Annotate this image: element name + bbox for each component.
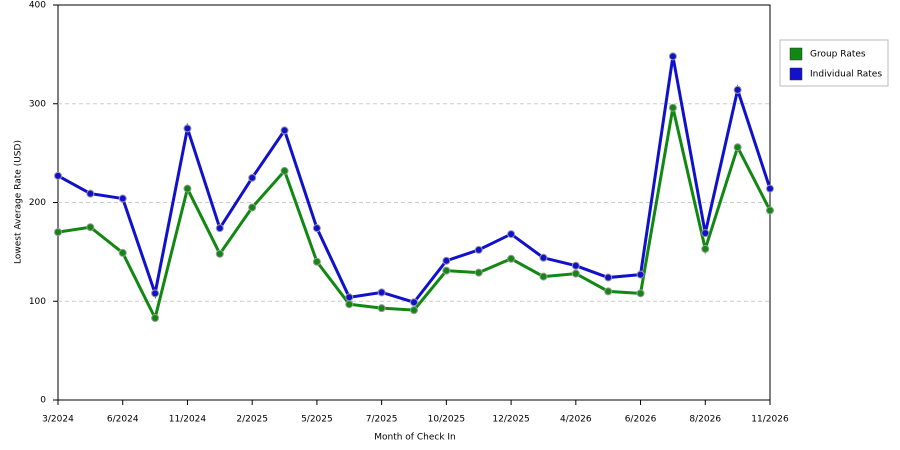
x-axis-label: Month of Check In (374, 433, 456, 443)
data-point (733, 85, 742, 94)
data-point (571, 261, 580, 270)
data-point (668, 103, 677, 112)
data-point (118, 194, 127, 203)
data-point (183, 184, 192, 193)
data-point (312, 257, 321, 266)
data-point (766, 206, 774, 215)
data-point (151, 289, 160, 298)
data-point (442, 256, 451, 265)
data-point (507, 254, 516, 263)
data-point (410, 306, 418, 315)
x-tick-label: 6/2026 (625, 415, 657, 425)
data-point (604, 273, 613, 282)
data-point (442, 266, 451, 275)
data-point (571, 269, 580, 278)
y-tick-label: 300 (29, 99, 46, 109)
legend-swatch (789, 67, 803, 81)
y-axis-label: Lowest Average Rate (USD) (14, 140, 24, 264)
data-point (377, 304, 386, 313)
x-tick-label: 2/2025 (236, 415, 268, 425)
data-point (377, 288, 386, 297)
x-tick-label: 5/2025 (301, 415, 333, 425)
legend-label: Individual Rates (810, 70, 882, 80)
legend-swatch (789, 47, 803, 61)
x-tick-label: 7/2025 (366, 415, 398, 425)
data-point (539, 253, 548, 262)
y-tick-label: 0 (40, 396, 46, 406)
x-tick-label: 6/2024 (107, 415, 139, 425)
data-point (636, 289, 645, 298)
data-point (766, 184, 774, 193)
data-point (701, 229, 710, 238)
x-tick-label: 12/2025 (492, 415, 529, 425)
y-tick-label: 400 (29, 1, 46, 11)
data-point (215, 224, 224, 233)
data-point (280, 166, 289, 175)
x-tick-label: 10/2025 (428, 415, 465, 425)
data-point (507, 230, 516, 239)
data-point (312, 224, 321, 233)
data-point (248, 173, 257, 182)
data-point (733, 143, 742, 152)
data-point (345, 293, 354, 302)
data-point (183, 124, 192, 133)
data-point (474, 245, 483, 254)
x-tick-label: 4/2026 (560, 415, 592, 425)
x-tick-label: 3/2024 (42, 415, 74, 425)
data-point (54, 228, 62, 237)
data-point (151, 314, 160, 323)
data-point (345, 300, 354, 309)
data-point (604, 287, 613, 296)
data-point (215, 249, 224, 258)
y-tick-label: 200 (29, 198, 46, 208)
data-point (86, 189, 95, 198)
data-point (539, 272, 548, 281)
data-point (410, 298, 418, 307)
x-tick-label: 8/2026 (689, 415, 721, 425)
y-tick-label: 100 (29, 297, 46, 307)
data-point (474, 268, 483, 277)
data-point (636, 270, 645, 279)
data-point (280, 126, 289, 135)
x-tick-label: 11/2026 (751, 415, 789, 425)
data-point (54, 171, 62, 180)
data-point (248, 203, 257, 212)
data-point (701, 244, 710, 253)
legend-label: Group Rates (810, 50, 866, 60)
data-point (86, 223, 95, 232)
x-tick-label: 11/2024 (169, 415, 207, 425)
data-point (118, 248, 127, 257)
data-point (668, 52, 677, 61)
